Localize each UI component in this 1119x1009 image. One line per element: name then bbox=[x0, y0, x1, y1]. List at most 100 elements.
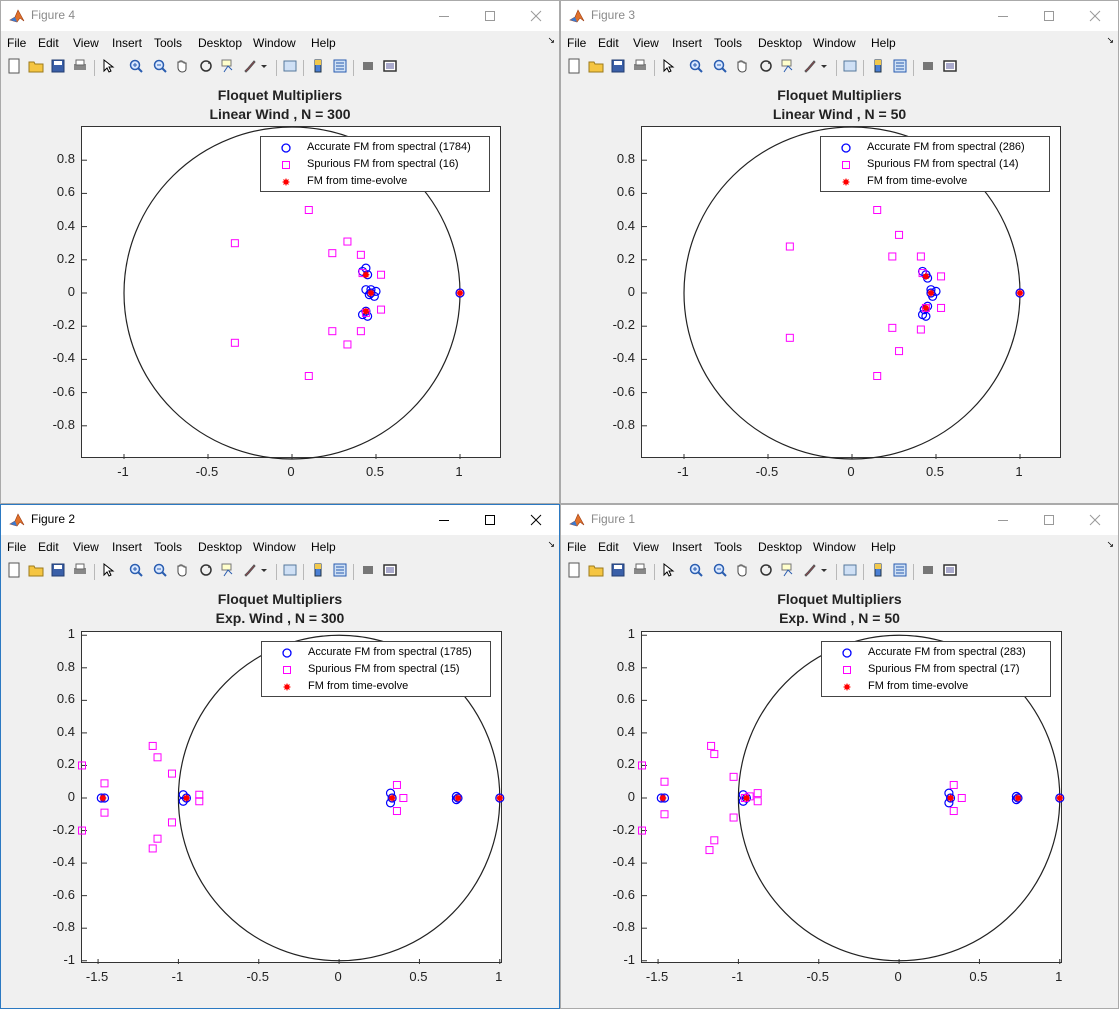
menu-item-edit[interactable]: Edit bbox=[598, 36, 619, 50]
print-button[interactable] bbox=[71, 59, 89, 77]
zoom-out-button[interactable] bbox=[151, 563, 169, 581]
menu-item-tools[interactable]: Tools bbox=[714, 540, 743, 554]
hide-plot-tools-button[interactable] bbox=[919, 59, 937, 77]
new-figure-button[interactable] bbox=[565, 58, 583, 77]
menu-item-help[interactable]: Help bbox=[311, 540, 336, 554]
pan-button[interactable] bbox=[173, 563, 191, 581]
show-plot-tools-button[interactable] bbox=[941, 563, 959, 581]
open-file-button[interactable] bbox=[587, 59, 605, 77]
data-cursor-button[interactable] bbox=[779, 59, 797, 77]
save-button[interactable] bbox=[609, 59, 627, 77]
maximize-button[interactable] bbox=[467, 505, 513, 535]
menu-item-file[interactable]: File bbox=[567, 540, 587, 554]
title-bar[interactable]: Figure 1 bbox=[561, 505, 1118, 535]
minimize-button[interactable] bbox=[980, 505, 1026, 535]
menu-item-help[interactable]: Help bbox=[871, 540, 896, 554]
minimize-button[interactable] bbox=[421, 505, 467, 535]
close-button[interactable] bbox=[513, 505, 559, 535]
brush-dropdown-button[interactable] bbox=[259, 563, 269, 581]
legend-button[interactable] bbox=[331, 59, 349, 77]
menu-item-insert[interactable]: Insert bbox=[112, 36, 143, 50]
brush-dropdown-button[interactable] bbox=[819, 59, 829, 77]
pointer-button[interactable] bbox=[659, 562, 677, 581]
zoom-out-button[interactable] bbox=[711, 59, 729, 77]
brush-button[interactable] bbox=[241, 59, 259, 77]
menu-item-edit[interactable]: Edit bbox=[598, 540, 619, 554]
pointer-button[interactable] bbox=[99, 562, 117, 581]
menu-item-desktop[interactable]: Desktop bbox=[758, 540, 803, 554]
pan-button[interactable] bbox=[733, 563, 751, 581]
plot-legend[interactable]: Accurate FM from spectral (286) Spurious … bbox=[820, 136, 1050, 192]
legend-button[interactable] bbox=[891, 59, 909, 77]
menu-item-desktop[interactable]: Desktop bbox=[198, 36, 243, 50]
plot-legend[interactable]: Accurate FM from spectral (1784) Spurious… bbox=[260, 136, 490, 192]
data-cursor-button[interactable] bbox=[219, 563, 237, 581]
maximize-button[interactable] bbox=[1026, 505, 1072, 535]
close-button[interactable] bbox=[1072, 1, 1118, 31]
menu-item-file[interactable]: File bbox=[7, 36, 27, 50]
pointer-button[interactable] bbox=[659, 58, 677, 77]
menu-item-help[interactable]: Help bbox=[311, 36, 336, 50]
link-plot-button[interactable] bbox=[841, 563, 859, 581]
rotate-button[interactable] bbox=[757, 59, 775, 77]
colorbar-button[interactable] bbox=[309, 59, 327, 77]
pan-button[interactable] bbox=[173, 59, 191, 77]
legend-button[interactable] bbox=[331, 563, 349, 581]
link-plot-button[interactable] bbox=[281, 59, 299, 77]
minimize-button[interactable] bbox=[421, 1, 467, 31]
figure-window[interactable]: Figure 4 File Edit View Insert Tools Desktop Wi… bbox=[0, 0, 560, 504]
zoom-in-button[interactable] bbox=[687, 59, 705, 77]
plot-legend[interactable]: Accurate FM from spectral (283) Spurious … bbox=[821, 641, 1051, 697]
show-plot-tools-button[interactable] bbox=[381, 59, 399, 77]
colorbar-button[interactable] bbox=[869, 59, 887, 77]
save-button[interactable] bbox=[609, 563, 627, 581]
zoom-out-button[interactable] bbox=[151, 59, 169, 77]
new-figure-button[interactable] bbox=[5, 562, 23, 581]
data-cursor-button[interactable] bbox=[779, 563, 797, 581]
open-file-button[interactable] bbox=[27, 59, 45, 77]
brush-dropdown-button[interactable] bbox=[259, 59, 269, 77]
menu-item-view[interactable]: View bbox=[73, 36, 99, 50]
colorbar-button[interactable] bbox=[309, 563, 327, 581]
brush-dropdown-button[interactable] bbox=[819, 563, 829, 581]
menu-item-view[interactable]: View bbox=[633, 540, 659, 554]
pan-button[interactable] bbox=[733, 59, 751, 77]
menu-item-tools[interactable]: Tools bbox=[714, 36, 743, 50]
menu-item-window[interactable]: Window bbox=[813, 36, 856, 50]
title-bar[interactable]: Figure 2 bbox=[1, 505, 559, 535]
menu-item-edit[interactable]: Edit bbox=[38, 36, 59, 50]
menu-item-tools[interactable]: Tools bbox=[154, 540, 183, 554]
menu-item-desktop[interactable]: Desktop bbox=[198, 540, 243, 554]
save-button[interactable] bbox=[49, 563, 67, 581]
brush-button[interactable] bbox=[241, 563, 259, 581]
maximize-button[interactable] bbox=[1026, 1, 1072, 31]
open-file-button[interactable] bbox=[587, 563, 605, 581]
link-plot-button[interactable] bbox=[281, 563, 299, 581]
zoom-out-button[interactable] bbox=[711, 563, 729, 581]
maximize-button[interactable] bbox=[467, 1, 513, 31]
rotate-button[interactable] bbox=[197, 563, 215, 581]
figure-window[interactable]: Figure 2 File Edit View Insert Tools Desktop Wi… bbox=[0, 504, 560, 1009]
close-button[interactable] bbox=[513, 1, 559, 31]
menu-item-insert[interactable]: Insert bbox=[672, 36, 703, 50]
hide-plot-tools-button[interactable] bbox=[919, 563, 937, 581]
zoom-in-button[interactable] bbox=[127, 59, 145, 77]
menu-item-edit[interactable]: Edit bbox=[38, 540, 59, 554]
print-button[interactable] bbox=[631, 563, 649, 581]
rotate-button[interactable] bbox=[757, 563, 775, 581]
dock-arrow-icon[interactable]: ↘ bbox=[547, 35, 555, 45]
dock-arrow-icon[interactable]: ↘ bbox=[1106, 539, 1114, 549]
open-file-button[interactable] bbox=[27, 563, 45, 581]
close-button[interactable] bbox=[1072, 505, 1118, 535]
legend-button[interactable] bbox=[891, 563, 909, 581]
title-bar[interactable]: Figure 3 bbox=[561, 1, 1118, 31]
menu-item-file[interactable]: File bbox=[567, 36, 587, 50]
print-button[interactable] bbox=[631, 59, 649, 77]
menu-item-desktop[interactable]: Desktop bbox=[758, 36, 803, 50]
figure-window[interactable]: Figure 1 File Edit View Insert Tools Desktop Wi… bbox=[560, 504, 1119, 1009]
brush-button[interactable] bbox=[801, 59, 819, 77]
rotate-button[interactable] bbox=[197, 59, 215, 77]
new-figure-button[interactable] bbox=[565, 562, 583, 581]
menu-item-window[interactable]: Window bbox=[813, 540, 856, 554]
dock-arrow-icon[interactable]: ↘ bbox=[547, 539, 555, 549]
